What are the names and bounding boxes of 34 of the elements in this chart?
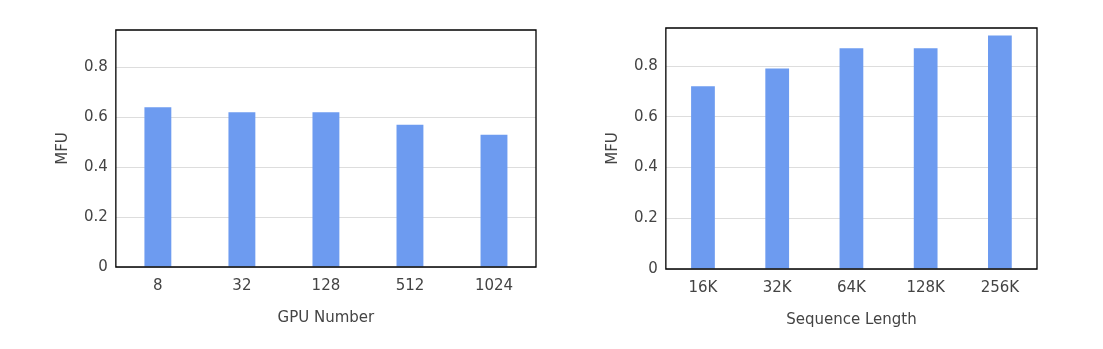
y-tick-label: 0.6 [84,107,108,126]
x-axis-title: GPU Number [277,307,376,326]
x-tick-label: 1024 [474,275,514,294]
bar [988,35,1012,269]
y-tick-label: 0 [648,258,658,277]
x-axis-title: Sequence Length [786,309,917,328]
x-tick-label: 128 [311,275,341,294]
y-tick-label: 0.2 [84,207,108,225]
x-tick-label: 512 [395,275,425,294]
bar [144,107,172,267]
y-tick-label: 0.8 [634,55,658,74]
y-tick-label: 0.2 [634,208,658,227]
x-tick-label: 128K [906,277,947,296]
bar [765,68,790,269]
bar [312,112,340,267]
x-tick-label: 16K [688,277,719,296]
bar [396,124,424,267]
x-tick-label: 8 [153,275,163,294]
y-axis-title: MFU [52,132,71,165]
y-tick-label: 0 [98,256,108,275]
y-tick-label: 0.8 [84,57,108,76]
bar [480,134,508,267]
y-tick-label: 0.4 [634,157,658,176]
y-axis-title: MFU [602,132,621,165]
x-tick-label: 256K [980,277,1021,296]
bar [913,48,938,269]
bar [839,48,864,269]
y-tick-label: 0.6 [634,106,658,125]
x-tick-label: 64K [836,277,868,296]
x-tick-label: 32 [232,275,252,294]
bar [691,86,715,269]
bar [228,112,256,267]
y-tick-label: 0.4 [84,157,108,176]
x-tick-label: 32K [762,277,793,296]
